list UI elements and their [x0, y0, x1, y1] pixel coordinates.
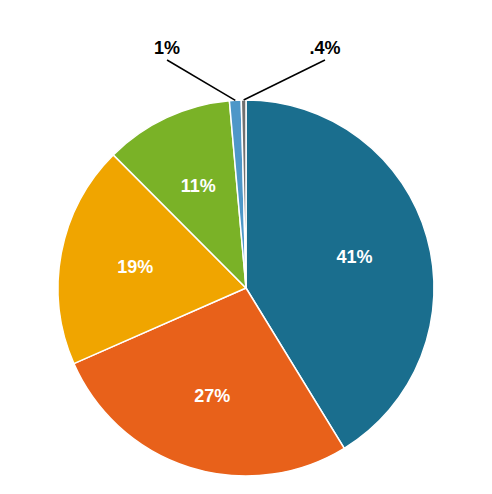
leader-line: [244, 60, 325, 100]
slice: [229, 100, 246, 288]
labels: 41% 27% 19% 11% 1% .4%: [117, 38, 372, 406]
slice: [113, 101, 246, 288]
pie: [58, 100, 434, 476]
data-label: 11%: [181, 176, 216, 196]
leader-line: [167, 60, 235, 100]
data-label: 1%: [154, 38, 180, 58]
data-label: .4%: [309, 38, 340, 58]
data-label: 27%: [194, 386, 230, 406]
data-label: 19%: [117, 257, 153, 277]
chart: 41% 27% 19% 11% 1% .4%: [0, 0, 492, 494]
data-label: 41%: [337, 247, 373, 267]
slice: [241, 100, 246, 288]
